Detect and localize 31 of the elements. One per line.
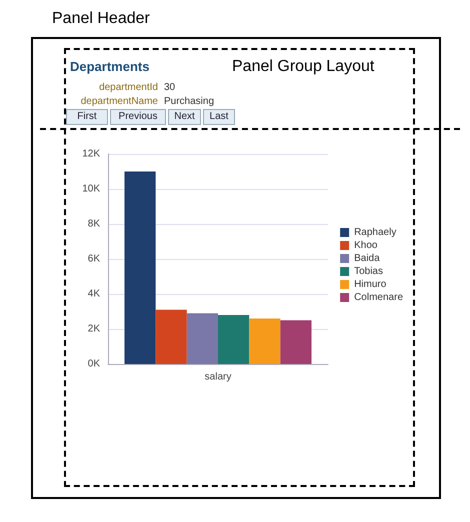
text: First [66, 109, 108, 125]
legend-label: Tobias [354, 266, 383, 277]
text: Previous [110, 109, 166, 125]
bar [280, 320, 312, 364]
y-tick-label: 0K [88, 358, 100, 370]
legend-label: Baida [354, 253, 380, 264]
y-tick-label: 4K [88, 288, 100, 300]
text: Departments [70, 59, 150, 74]
text: departmentName [80, 96, 158, 107]
text: Panel Header [52, 10, 150, 28]
y-tick-label: 12K [82, 148, 100, 160]
text: Purchasing [164, 96, 214, 107]
legend-label: Raphaely [354, 227, 396, 238]
text: Next [168, 109, 201, 125]
bar [218, 315, 250, 364]
bar [156, 310, 187, 364]
bar [124, 172, 156, 364]
text: departmentId [99, 82, 158, 93]
bar [186, 313, 218, 364]
legend-label: Colmenare [354, 292, 404, 303]
text: Panel Group Layout [232, 58, 374, 76]
legend-label: Khoo [354, 240, 378, 251]
y-tick-label: 8K [88, 218, 100, 230]
x-tick-label: salary [204, 372, 232, 382]
text: 30 [164, 82, 176, 93]
legend-label: Himuro [354, 279, 387, 290]
bar [249, 318, 280, 364]
y-tick-label: 6K [88, 254, 100, 264]
text: Last [203, 109, 235, 125]
y-tick-label: 2K [88, 324, 100, 334]
y-tick-label: 10K [82, 184, 100, 194]
